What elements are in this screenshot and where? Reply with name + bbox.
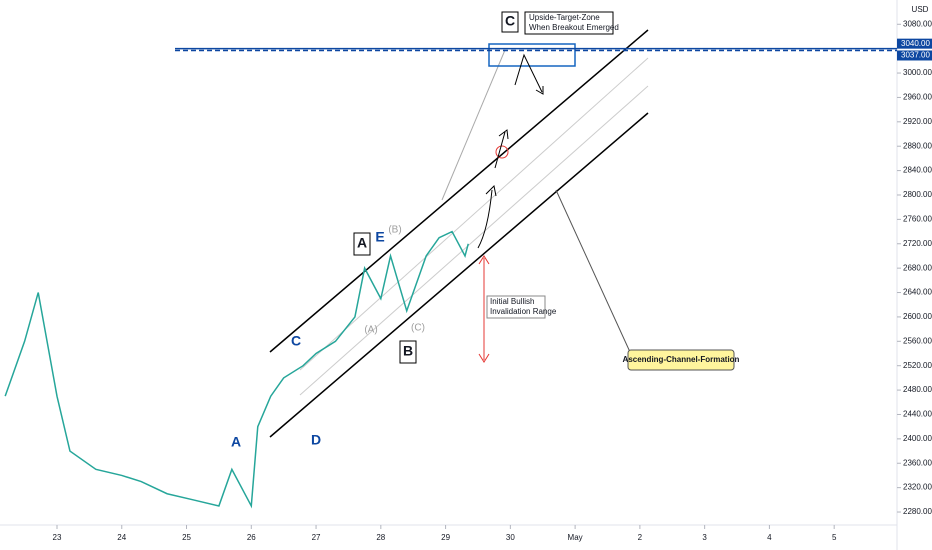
y-tick-label: 2760.00: [903, 214, 932, 223]
target-text: When Breakout Emerged: [529, 23, 619, 32]
y-tick-label: 3080.00: [903, 19, 932, 28]
level-tag: [897, 38, 932, 49]
y-tick-label: 3000.00: [903, 68, 932, 77]
channel-upper: [269, 29, 649, 353]
currency: USD: [912, 5, 929, 14]
x-tick-label: 27: [312, 533, 321, 542]
invalidation-text: Invalidation Range: [490, 307, 557, 316]
label-box: [501, 11, 519, 33]
y-tick-label: 2840.00: [903, 166, 932, 175]
y-tick-label: 2680.00: [903, 263, 932, 272]
y-tick-label: 2280.00: [903, 507, 932, 516]
y-tick-label: 2520.00: [903, 361, 932, 370]
wave-label: A: [357, 235, 367, 251]
x-tick-label: 28: [376, 533, 385, 542]
target-letter: C: [505, 13, 515, 29]
invalidation-text: Initial Bullish: [490, 297, 534, 306]
arrow: [494, 129, 509, 169]
wave-label: C: [291, 333, 301, 349]
label-box: [353, 232, 371, 256]
wave-label: (A): [364, 325, 377, 336]
wave-label: (B): [388, 225, 401, 236]
y-tick-label: 2920.00: [903, 117, 932, 126]
y-tick-label: 2480.00: [903, 385, 932, 394]
y-tick-label: 2400.00: [903, 434, 932, 443]
x-tick-label: 2: [638, 533, 643, 542]
label-box: [399, 340, 417, 364]
target-text: Upside-Target-Zone: [529, 13, 600, 22]
projection-line: [441, 49, 506, 201]
channel-label: Ascending-Channel-Formation: [623, 355, 740, 364]
wave-label: A: [231, 434, 241, 450]
wave-label: D: [311, 432, 321, 448]
x-tick-label: 29: [441, 533, 450, 542]
wave-label: E: [375, 229, 384, 245]
channel-inner: [299, 85, 649, 396]
y-tick-label: 2560.00: [903, 336, 932, 345]
x-tick-label: 5: [832, 533, 837, 542]
x-tick-label: 24: [117, 533, 126, 542]
wave-label: B: [403, 343, 413, 359]
y-tick-label: 2640.00: [903, 288, 932, 297]
y-tick-label: 2440.00: [903, 410, 932, 419]
breakout-circle: [495, 145, 509, 159]
y-tick-label: 2600.00: [903, 312, 932, 321]
level-label: 3037.00: [901, 51, 930, 60]
callout-line: [555, 189, 631, 353]
y-tick-label: 2320.00: [903, 483, 932, 492]
arrow: [514, 53, 544, 95]
invalidation-arrow: [478, 255, 490, 363]
y-tick-label: 2960.00: [903, 93, 932, 102]
channel-lower: [269, 112, 649, 438]
x-tick-label: 25: [182, 533, 191, 542]
target-zone: [488, 43, 576, 67]
label-box: [524, 11, 614, 35]
x-tick-label: 3: [702, 533, 707, 542]
level-label: 3040.00: [901, 39, 930, 48]
y-tick-label: 2880.00: [903, 141, 932, 150]
y-tick-label: 2720.00: [903, 239, 932, 248]
wave-label: (C): [411, 323, 425, 334]
arrow: [477, 184, 497, 249]
y-tick-label: 2800.00: [903, 190, 932, 199]
channel-inner: [299, 57, 649, 371]
y-tick-label: 2360.00: [903, 458, 932, 467]
x-tick-label: May: [568, 533, 583, 542]
label-box: [486, 295, 546, 319]
x-tick-label: 26: [247, 533, 256, 542]
x-tick-label: 23: [53, 533, 62, 542]
callout-box: [627, 349, 735, 371]
x-tick-label: 4: [767, 533, 772, 542]
price-line: [4, 230, 469, 509]
level-tag: [897, 50, 932, 61]
x-tick-label: 30: [506, 533, 515, 542]
